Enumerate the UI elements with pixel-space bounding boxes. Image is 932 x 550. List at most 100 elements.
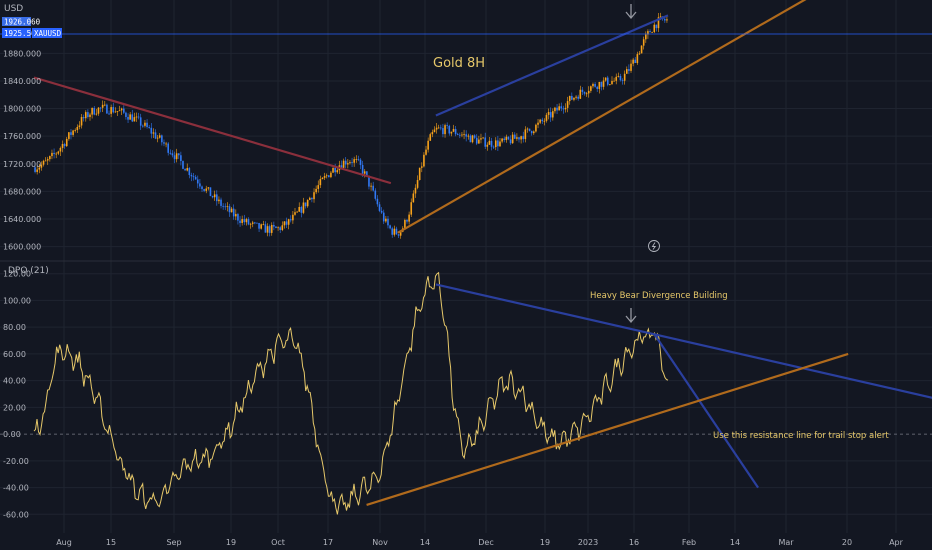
dpo-panel[interactable]: DPO (21) 120.00 100.00 80.00 60.00 40.00 20.0…	[0, 266, 932, 519]
candle-body	[499, 141, 501, 147]
candle-body	[266, 226, 269, 233]
candle-body	[427, 140, 429, 150]
candle-body	[211, 196, 214, 198]
candle-body	[65, 138, 68, 147]
candle-body	[306, 199, 309, 207]
candle-body	[532, 131, 535, 134]
candle-body	[454, 128, 457, 135]
candle-body	[158, 135, 161, 138]
candle-body	[222, 205, 224, 207]
candles	[34, 12, 668, 239]
candle-body	[444, 125, 446, 135]
candle-body	[188, 168, 191, 175]
x-tick-label: Nov	[372, 538, 388, 547]
candle-body	[42, 160, 45, 165]
lightning-icon[interactable]	[648, 240, 660, 252]
x-tick-label: Oct	[271, 538, 285, 547]
candle-body	[279, 227, 282, 230]
candle-body	[116, 111, 119, 112]
dpo-trendlines[interactable]	[366, 283, 932, 506]
candle-body	[245, 219, 248, 223]
candle-body	[87, 112, 89, 117]
candle-body	[344, 160, 347, 165]
candle-body	[583, 91, 586, 94]
candle-body	[218, 199, 220, 202]
candle-body	[361, 164, 364, 174]
candle-body	[575, 96, 577, 98]
candle-body	[537, 122, 539, 125]
candle-body	[397, 234, 400, 236]
candle-body	[655, 24, 658, 29]
candle-body	[287, 219, 290, 225]
candle-body	[51, 152, 53, 157]
price-trendlines[interactable]	[33, 0, 838, 234]
candle-body	[442, 128, 444, 135]
divergence-annotation: Heavy Bear Divergence Building	[590, 291, 728, 301]
candle-body	[127, 116, 129, 120]
candle-body	[268, 226, 271, 233]
x-tick-label: 15	[106, 538, 116, 547]
candle-body	[277, 227, 279, 229]
candle-body	[165, 143, 167, 145]
candle-body	[133, 117, 136, 122]
candle-body	[44, 160, 47, 162]
candle-body	[600, 81, 603, 87]
candle-body	[420, 166, 423, 168]
dpo-trendline-blue[interactable]	[653, 333, 759, 489]
candle-body	[480, 138, 482, 140]
trendline-blue[interactable]	[435, 14, 669, 117]
candle-body	[406, 219, 408, 222]
candle-body	[642, 39, 645, 46]
dpo-trendline-orange[interactable]	[366, 352, 849, 506]
candle-body	[302, 202, 305, 213]
time-axis[interactable]: Aug 15 Sep 19 Oct 17 Nov 14 Dec 19 2023 16 Feb 14 Mar 2…	[56, 538, 903, 547]
candle-body	[579, 89, 582, 99]
candle-body	[494, 140, 497, 148]
candle-body	[72, 130, 74, 135]
candle-body	[647, 31, 649, 35]
x-tick-label: 17	[323, 538, 333, 547]
candle-body	[99, 107, 102, 109]
candle-body	[114, 111, 117, 113]
candle-body	[566, 101, 569, 108]
candle-body	[190, 174, 193, 177]
candle-body	[543, 120, 546, 122]
candle-body	[366, 171, 368, 176]
candle-body	[404, 219, 406, 229]
candle-body	[374, 190, 377, 199]
candle-body	[175, 153, 178, 160]
candle-body	[353, 159, 355, 163]
dpo-tick-label: 0.00	[3, 430, 21, 439]
candle-body	[482, 137, 484, 139]
trendline-red[interactable]	[33, 76, 392, 185]
price-panel[interactable]: USD 1926.060 1925.509 XAUUSD 1880.000 184…	[0, 0, 932, 252]
candle-body	[59, 147, 62, 152]
price-tick-label: 1760.000	[3, 132, 41, 141]
dpo-trendline-blue[interactable]	[435, 283, 932, 404]
candle-body	[34, 167, 36, 172]
trendline-orange[interactable]	[397, 0, 838, 234]
candle-body	[129, 114, 131, 120]
x-tick-label: 19	[226, 538, 236, 547]
badge-symbol	[32, 28, 62, 38]
candle-body	[273, 224, 275, 227]
candle-body	[465, 134, 467, 137]
candle-body	[232, 208, 235, 217]
candle-body	[632, 59, 634, 64]
candle-body	[275, 226, 277, 229]
candle-body	[342, 160, 345, 168]
badge-high-text: 1926.060	[4, 18, 41, 27]
candle-body	[84, 112, 87, 119]
x-tick-label: 20	[842, 538, 852, 547]
candle-body	[68, 132, 70, 139]
candle-body	[201, 186, 203, 190]
candle-body	[558, 106, 560, 111]
candle-body	[389, 225, 391, 229]
candle-body	[541, 119, 544, 122]
x-tick-label: 19	[540, 538, 550, 547]
candle-body	[118, 110, 121, 112]
candle-body	[325, 175, 328, 177]
candle-body	[617, 75, 620, 77]
price-tick-label: 1680.000	[3, 187, 41, 196]
candle-body	[577, 96, 579, 99]
